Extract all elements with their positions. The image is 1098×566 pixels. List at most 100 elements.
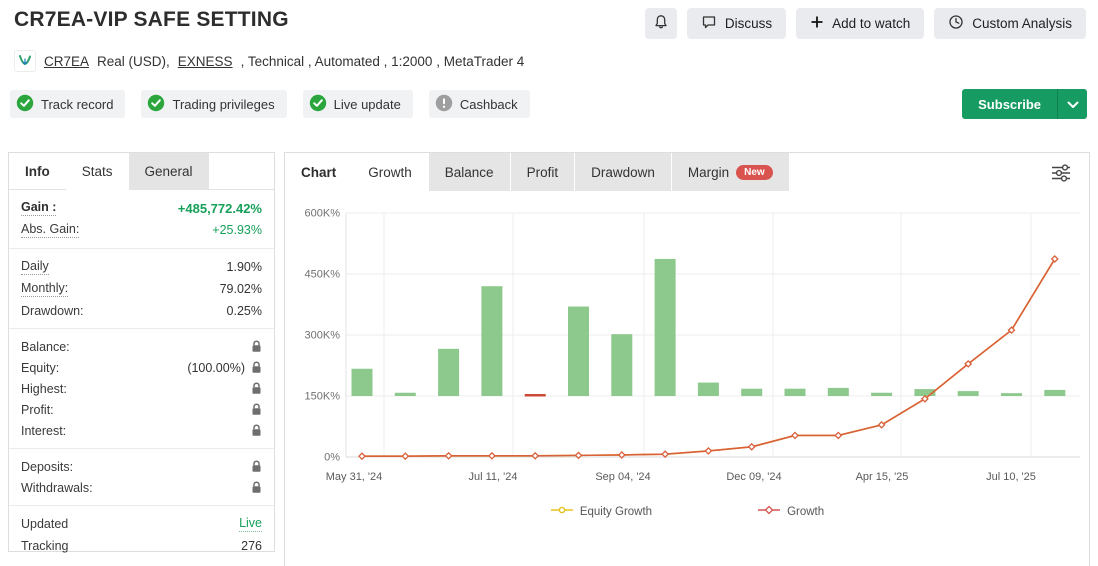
subscribe-dropdown-button[interactable] (1057, 89, 1087, 119)
y-axis-tick-label: 0% (324, 452, 340, 464)
monthly-gain-bar (568, 306, 589, 396)
stat-row: Highest: (9, 378, 274, 399)
stat-label: Tracking (21, 538, 69, 553)
stat-row: Withdrawals: (9, 477, 274, 498)
new-badge: New (736, 164, 773, 180)
growth-chart-svg: 600K% 450K% 300K% 150K% 0% May 31, '24 Jul 11,… (305, 208, 1080, 483)
line-marker (487, 451, 496, 460)
stat-row: Updated Live (9, 513, 274, 535)
monthly-gain-bar (481, 286, 503, 396)
stat-label: Interest: (21, 423, 67, 438)
stats-card: Info Stats General Gain : +485,772.42% Abs… (8, 152, 275, 553)
tab-drawdown[interactable]: Drawdown (575, 153, 671, 191)
line-marker (358, 452, 366, 461)
stat-label: Withdrawals: (21, 480, 93, 495)
x-axis-tick-label: Apr 15, '25 (856, 471, 909, 483)
broker-link[interactable]: EXNESS (177, 53, 233, 69)
stat-label: Profit: (21, 402, 54, 417)
lock-icon (252, 460, 261, 472)
line-marker (1007, 326, 1016, 335)
line-marker (877, 420, 886, 429)
add-to-watch-label: Add to watch (832, 16, 911, 31)
header-actions: Discuss Add to watch Custom Analysis (644, 8, 1086, 39)
plus-icon (810, 15, 824, 32)
check-circle-icon (16, 94, 34, 115)
line-marker (704, 446, 713, 455)
line-marker (574, 451, 583, 460)
verification-badge[interactable]: Cashback (428, 90, 530, 118)
monthly-gain-bar (957, 391, 979, 396)
stats-section: Balance: Equity: (100.00%) Highest: Profit: I… (9, 328, 274, 448)
page-title: CR7EA-VIP SAFE SETTING (14, 8, 289, 31)
badge-label: Track record (41, 96, 114, 112)
stat-label: Highest: (21, 381, 67, 396)
growth-marker-icon (757, 505, 781, 518)
account-info-row: CR7EA Real (USD), EXNESS , Technical , A… (14, 50, 524, 72)
tab-profit[interactable]: Profit (510, 153, 575, 191)
monthly-gain-bar (784, 388, 806, 396)
stats-section: Updated Live Tracking 276 (9, 505, 274, 563)
y-axis-tick-label: 450K% (305, 269, 341, 281)
custom-analysis-button[interactable]: Custom Analysis (934, 8, 1086, 39)
chevron-down-icon (1067, 97, 1079, 112)
lock-icon (252, 481, 261, 493)
add-to-watch-button[interactable]: Add to watch (796, 8, 925, 39)
tab-balance[interactable]: Balance (428, 153, 510, 191)
subscribe-button[interactable]: Subscribe (962, 89, 1057, 119)
stat-row: Equity: (100.00%) (9, 357, 274, 378)
line-marker (401, 452, 410, 461)
monthly-gain-bar (1044, 389, 1066, 396)
monthly-gain-bar (1001, 393, 1022, 396)
line-marker (964, 359, 973, 368)
verification-badge[interactable]: Live update (302, 90, 413, 118)
stat-label: Updated (21, 517, 69, 531)
line-marker (791, 431, 799, 440)
stat-row: Abs. Gain: +25.93% (9, 219, 274, 241)
tab-info[interactable]: Info (25, 163, 50, 179)
tab-general[interactable]: General (128, 153, 209, 189)
x-axis-tick-label: Jul 11, '24 (469, 471, 518, 483)
line-marker (920, 394, 929, 403)
custom-analysis-label: Custom Analysis (972, 16, 1072, 31)
margin-label: Margin (687, 164, 730, 180)
badge-label: Trading privileges (172, 96, 275, 112)
line-marker (444, 451, 453, 460)
y-axis-tick-label: 150K% (305, 391, 341, 403)
verification-badge[interactable]: Trading privileges (141, 90, 287, 118)
stat-label: Gain : (21, 200, 57, 216)
stat-value: +485,772.42% (177, 200, 262, 216)
chart-settings-button[interactable] (1045, 159, 1077, 189)
verification-badge[interactable]: Track record (10, 90, 126, 118)
legend-item-equity-growth[interactable]: Equity Growth (550, 505, 652, 518)
tab-stats[interactable]: Stats (65, 153, 129, 190)
stat-value: 1.90% (226, 260, 262, 274)
growth-line (362, 258, 1056, 457)
notifications-button[interactable] (644, 8, 677, 39)
line-marker (617, 451, 626, 459)
stat-value: 79.02% (219, 282, 262, 296)
discuss-label: Discuss (724, 16, 773, 31)
discuss-button[interactable]: Discuss (686, 8, 787, 39)
speech-bubble-icon (701, 14, 717, 33)
legend-item-growth[interactable]: Growth (757, 505, 824, 518)
lock-icon (252, 424, 261, 436)
exclamation-circle-icon (435, 94, 453, 115)
stat-label: Monthly: (21, 281, 69, 297)
stats-tabs: Info Stats General (9, 153, 274, 190)
account-name-link[interactable]: CR7EA (44, 53, 90, 69)
tab-margin[interactable]: Margin New (671, 153, 789, 191)
stat-label: Equity: (21, 360, 60, 375)
stat-label: Balance: (21, 339, 70, 354)
sliders-icon (1050, 163, 1072, 186)
x-axis-tick-label: Dec 09, '24 (726, 471, 781, 483)
check-circle-icon (147, 94, 165, 115)
badge-label: Cashback (459, 96, 518, 112)
tab-growth[interactable]: Growth (352, 153, 428, 191)
account-details-2: , Technical , Automated , 1:2000 , MetaT… (240, 53, 525, 69)
stats-section: Gain : +485,772.42% Abs. Gain: +25.93% (9, 190, 274, 248)
lock-icon (252, 340, 261, 352)
monthly-gain-bar (697, 382, 719, 396)
stat-row: Daily 1.90% (9, 256, 274, 278)
stat-row: Profit: (9, 399, 274, 420)
